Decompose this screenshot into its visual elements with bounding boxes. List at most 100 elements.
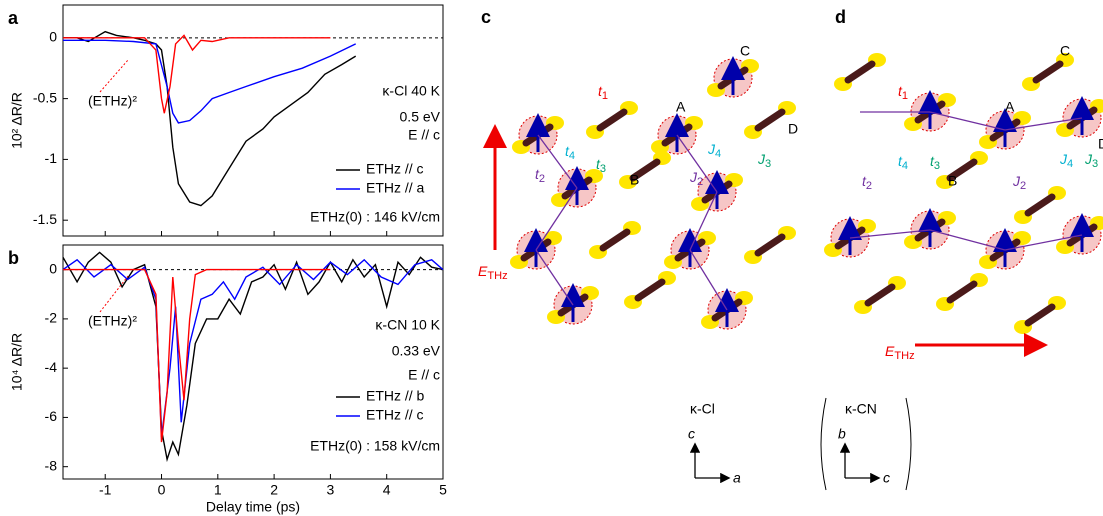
panel-label: b xyxy=(8,248,19,268)
subscript: 4 xyxy=(902,160,908,172)
y-axis-label: 10² ΔR/R xyxy=(9,92,25,149)
x-tick-label: 1 xyxy=(214,482,222,498)
symbol: J xyxy=(757,151,766,167)
x-tick-label: -1 xyxy=(99,482,112,498)
site-label: C xyxy=(740,43,750,59)
symbol-label: J2 xyxy=(689,169,703,188)
series-line xyxy=(63,39,357,124)
subscript: 3 xyxy=(765,158,771,170)
annotation-pointer xyxy=(99,59,129,93)
symbol: J xyxy=(707,141,716,157)
x-tick-label: 0 xyxy=(158,482,166,498)
symbol: J xyxy=(1012,173,1021,189)
site-label: B xyxy=(630,172,639,188)
molecule-core xyxy=(1024,303,1056,327)
dimer-bond xyxy=(929,229,1006,251)
series-line xyxy=(63,34,331,114)
y-tick-label: -4 xyxy=(45,359,58,375)
symbol-label: t1 xyxy=(898,83,908,102)
annotation: E // c xyxy=(408,127,440,143)
molecule-core xyxy=(1024,193,1056,217)
subscript: THz xyxy=(487,270,507,282)
annotation-pointer xyxy=(99,275,129,313)
molecule-core xyxy=(596,108,628,132)
axis-up-label: c xyxy=(688,426,695,442)
subscript: 2 xyxy=(1020,180,1026,192)
site-label: C xyxy=(1060,43,1070,59)
y-tick-label: 0 xyxy=(49,29,57,45)
y-tick-label: -2 xyxy=(45,310,58,326)
diagrams xyxy=(510,53,1103,334)
site-label: A xyxy=(1005,99,1015,115)
annotation: (ETHz)² xyxy=(88,93,137,109)
x-tick-label: 2 xyxy=(270,482,278,498)
symbol-label: t1 xyxy=(598,83,608,102)
annotation: 0.5 eV xyxy=(400,109,441,125)
dimer-bond xyxy=(689,249,728,311)
molecule-core xyxy=(864,283,896,307)
legend-label: ETHz // a xyxy=(366,180,425,196)
series-line xyxy=(63,30,357,207)
symbol: E xyxy=(478,263,488,279)
symbol: t xyxy=(930,153,935,169)
symbol-label: t3 xyxy=(930,153,940,172)
axis-right-label: c xyxy=(883,470,890,486)
annotation: (ETHz)² xyxy=(88,313,137,329)
dimer-bond xyxy=(537,134,578,189)
subscript: 4 xyxy=(569,150,575,162)
symbol: t xyxy=(862,173,867,189)
molecule-core xyxy=(946,158,978,182)
molecule-core xyxy=(634,278,666,302)
bracket xyxy=(820,397,827,491)
axes-name: κ-CN xyxy=(845,401,877,417)
subscript: 3 xyxy=(1092,158,1098,170)
subscript: 2 xyxy=(539,173,545,185)
plot-frame xyxy=(62,4,444,237)
site-label: B xyxy=(948,173,957,189)
site-label: D xyxy=(788,121,798,137)
dimer-bond xyxy=(535,187,578,251)
annotation: κ-Cl 40 K xyxy=(382,83,440,99)
x-tick-label: 5 xyxy=(439,482,447,498)
series-line xyxy=(63,268,331,443)
y-axis-label: 10⁴ ΔR/R xyxy=(9,333,25,391)
symbol-label: t2 xyxy=(535,166,545,185)
symbol: J xyxy=(689,169,698,185)
symbol-label: J4 xyxy=(1059,151,1073,170)
panel-label: d xyxy=(835,7,846,27)
molecule-core xyxy=(1032,60,1064,84)
annotation: ETHz(0) : 158 kV/cm xyxy=(310,438,440,454)
subscript: 4 xyxy=(715,148,721,160)
subscript: 3 xyxy=(934,160,940,172)
symbol-label: J4 xyxy=(707,141,721,160)
molecule-core xyxy=(754,108,786,132)
bracket xyxy=(905,397,912,491)
x-tick-label: 4 xyxy=(383,482,391,498)
symbol-label: ETHz xyxy=(885,343,915,362)
annotation: ETHz(0) : 146 kV/cm xyxy=(310,209,440,225)
molecule-core xyxy=(599,228,631,252)
series-line xyxy=(62,251,444,463)
site-label: A xyxy=(676,99,686,115)
symbol-label: t4 xyxy=(565,143,575,162)
symbol: t xyxy=(598,83,603,99)
series-line xyxy=(62,258,444,438)
x-tick-label: 3 xyxy=(327,482,335,498)
dimer-bond xyxy=(929,111,1006,131)
panel-label: c xyxy=(481,7,491,27)
y-tick-label: -1 xyxy=(45,150,58,166)
x-axis-label: Delay time (ps) xyxy=(206,499,300,515)
symbol: E xyxy=(885,343,895,359)
molecule-core xyxy=(754,233,786,257)
symbol: t xyxy=(898,153,903,169)
subscript: 3 xyxy=(600,163,606,175)
y-tick-label: -8 xyxy=(45,457,58,473)
symbol: t xyxy=(565,143,570,159)
subscript: 2 xyxy=(866,180,872,192)
dimer-bond xyxy=(535,249,574,306)
legend-label: ETHz // c xyxy=(366,161,424,177)
symbol-label: t3 xyxy=(596,156,606,175)
legend-label: ETHz // c xyxy=(366,407,424,423)
molecule-core xyxy=(629,158,661,182)
